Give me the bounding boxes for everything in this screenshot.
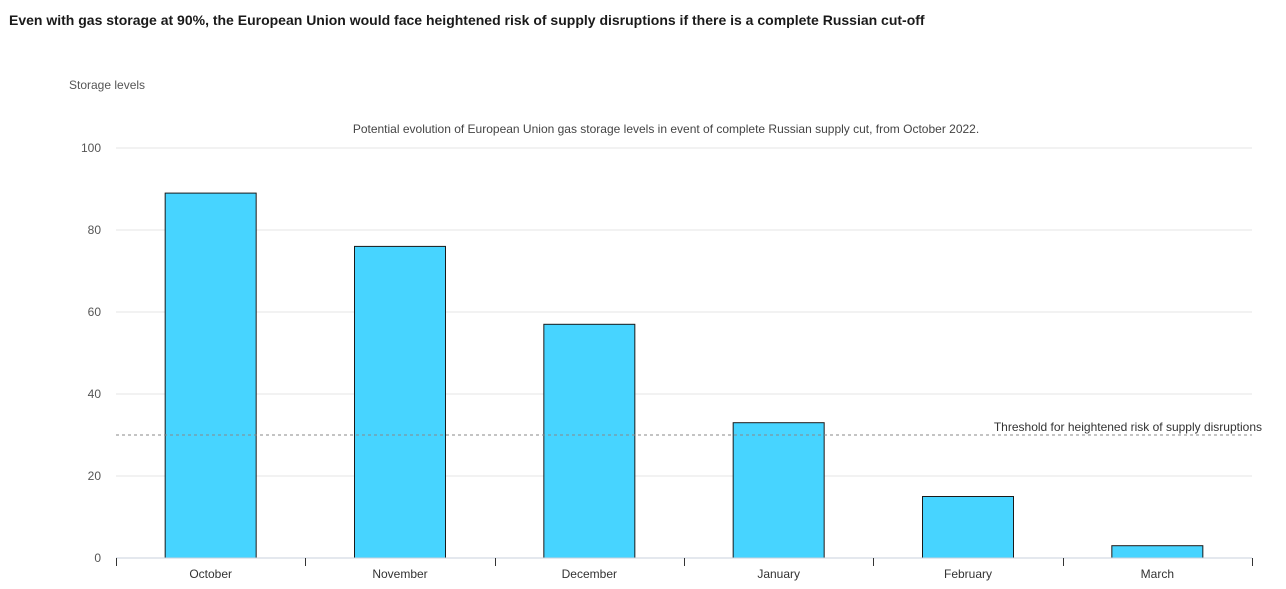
- y-tick-label: 0: [94, 551, 101, 565]
- bar-march: [1111, 545, 1204, 559]
- bar-october: [164, 192, 257, 559]
- y-axis-title: Storage levels: [69, 78, 145, 92]
- y-tick-label: 40: [88, 387, 102, 401]
- chart-headline: Even with gas storage at 90%, the Europe…: [9, 12, 925, 28]
- bar-february: [922, 496, 1014, 559]
- x-tick-label: March: [1141, 567, 1174, 581]
- x-tick-label: November: [372, 567, 427, 581]
- x-tick-label: February: [944, 567, 992, 581]
- bar-december: [543, 323, 636, 559]
- x-tick-label: December: [562, 567, 617, 581]
- y-axis-ticks: 0 20 40 60 80 100: [81, 141, 101, 565]
- bar-january: [732, 422, 825, 559]
- chart-subtitle: Potential evolution of European Union ga…: [353, 122, 979, 136]
- y-tick-label: 100: [81, 141, 101, 155]
- bars: [164, 192, 1204, 559]
- y-tick-label: 60: [88, 305, 102, 319]
- threshold: Threshold for heightened risk of supply …: [116, 420, 1262, 436]
- x-tick-label: January: [757, 567, 800, 581]
- y-tick-label: 20: [88, 469, 102, 483]
- x-tick-label: October: [189, 567, 232, 581]
- threshold-label: Threshold for heightened risk of supply …: [994, 420, 1262, 434]
- bar-november: [354, 245, 446, 559]
- x-axis: October November December January February Ma…: [116, 557, 1253, 581]
- y-tick-label: 80: [88, 223, 102, 237]
- gridlines: [116, 147, 1252, 477]
